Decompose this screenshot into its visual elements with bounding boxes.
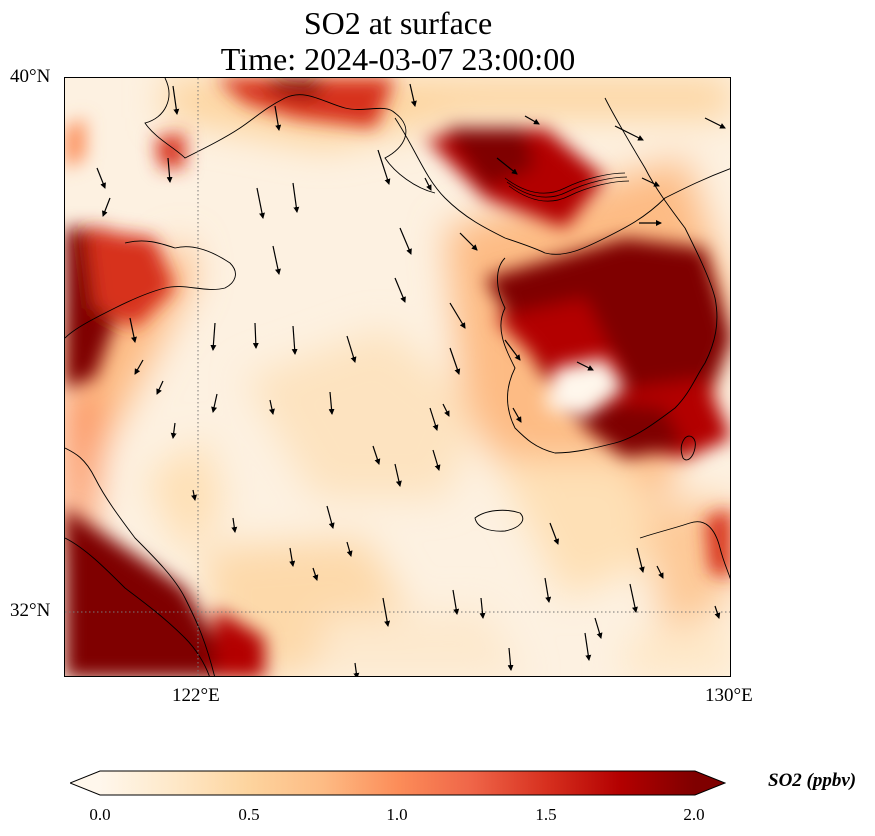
- wind-vector-arrow: [211, 393, 218, 413]
- wind-vector-arrow: [424, 177, 432, 191]
- wind-vector-arrow: [394, 277, 406, 303]
- wind-vector-arrow: [96, 167, 106, 189]
- wind-vector-arrow: [442, 403, 450, 417]
- coastline-jeju: [474, 509, 524, 532]
- wind-vector-arrow: [496, 157, 518, 175]
- wind-vector-arrow: [429, 407, 439, 431]
- wind-vector-arrow: [636, 547, 645, 573]
- wind-vector-arrow: [479, 597, 486, 619]
- wind-vector-arrow: [629, 583, 638, 613]
- coastline-tsushima: [680, 435, 696, 461]
- wind-vectors: [96, 83, 726, 676]
- wind-vector-arrow: [507, 647, 514, 671]
- wind-vector-arrow: [576, 361, 594, 371]
- wind-vector-arrow: [292, 182, 300, 213]
- colorbar-gradient: [68, 770, 727, 796]
- coastline-jiangsu: [65, 447, 215, 676]
- wind-vector-arrow: [524, 115, 540, 125]
- wind-vector-arrow: [449, 347, 461, 375]
- wind-vector-arrow: [704, 117, 726, 129]
- lon-tick-label-122e: 122°E: [172, 685, 220, 706]
- coastline-korea-north: [394, 117, 730, 255]
- wind-vector-arrow: [256, 187, 265, 219]
- wind-vector-arrow: [399, 227, 412, 255]
- colorbar-tick-0: 0.0: [89, 805, 111, 824]
- wind-vector-arrow: [102, 197, 111, 217]
- wind-vector-arrow: [432, 449, 441, 471]
- wind-vector-arrow: [346, 335, 357, 363]
- wind-vector-arrow: [328, 391, 335, 415]
- wind-vector-arrow: [714, 605, 721, 619]
- wind-vector-arrow: [312, 567, 319, 581]
- wind-vector-arrow: [449, 302, 466, 329]
- wind-vector-arrow: [409, 83, 417, 107]
- wind-vector-arrow: [614, 125, 644, 141]
- lat-tick-label-32n: 32°N: [10, 600, 51, 621]
- coastline-kyushu: [639, 521, 730, 580]
- wind-vector-arrow: [641, 177, 660, 187]
- wind-vector-arrow: [134, 359, 144, 375]
- wind-vector-arrow: [252, 322, 259, 349]
- wind-vector-arrow: [452, 589, 460, 615]
- wind-vector-arrow: [353, 662, 360, 676]
- so2-map-canvas: [65, 78, 730, 676]
- wind-vector-arrow: [170, 422, 177, 439]
- wind-vector-arrow: [291, 325, 298, 355]
- wind-vector-arrow: [289, 547, 296, 567]
- wind-vector-arrow: [269, 399, 275, 415]
- colorbar-label: SO2 (ppbv): [768, 770, 857, 791]
- colorbar-tick-1: 0.5: [238, 805, 260, 824]
- wind-vector-arrow: [372, 445, 381, 465]
- wind-vector-arrow: [504, 339, 521, 361]
- coastline-korean-peninsula: [497, 97, 718, 454]
- colorbar-tick-3: 1.5: [535, 805, 557, 824]
- gridlines: [65, 78, 730, 676]
- wind-vector-arrow: [210, 322, 217, 351]
- wind-vector-arrow: [549, 522, 560, 545]
- wind-vector-arrow: [584, 632, 592, 661]
- lon-tick-label-130e: 130°E: [705, 685, 753, 706]
- coastline-shandong: [65, 240, 236, 339]
- wind-vector-arrow: [272, 245, 281, 275]
- so2-low-patch: [545, 358, 625, 418]
- wind-vector-arrow: [231, 517, 238, 533]
- colorbar-tick-4: 2.0: [683, 805, 705, 824]
- wind-vector-arrow: [394, 463, 402, 487]
- colorbar-bar: [68, 770, 727, 796]
- colorbar: [68, 770, 727, 801]
- wind-vector-arrow: [166, 157, 173, 183]
- wind-vector-arrow: [512, 407, 522, 423]
- wind-vector-arrow: [326, 505, 335, 529]
- wind-vector-arrow: [382, 597, 391, 627]
- wind-vector-arrow: [594, 617, 603, 639]
- wind-vector-arrow: [346, 541, 353, 557]
- wind-vector-arrow: [377, 149, 391, 185]
- wind-vector-arrow: [459, 232, 478, 251]
- wind-vector-arrow: [172, 85, 180, 115]
- coastline-group: [65, 78, 730, 676]
- wind-vector-arrow: [156, 380, 164, 395]
- coastline-bohai: [144, 78, 436, 194]
- so2-high-field: [65, 78, 730, 676]
- wind-vector-arrow: [191, 489, 197, 501]
- so2-map: [64, 77, 731, 677]
- colorbar-tick-2: 1.0: [386, 805, 408, 824]
- wind-vector-arrow: [544, 577, 552, 603]
- wind-vector-arrow: [129, 317, 137, 343]
- border-north-korea: [504, 172, 626, 194]
- wind-vector-arrow: [274, 105, 282, 131]
- map-title-line-2: Time: 2024-03-07 23:00:00: [220, 41, 576, 77]
- lat-tick-label-40n: 40°N: [10, 66, 51, 87]
- map-title-line-1: SO2 at surface: [303, 5, 493, 41]
- wind-vector-arrow: [656, 565, 664, 579]
